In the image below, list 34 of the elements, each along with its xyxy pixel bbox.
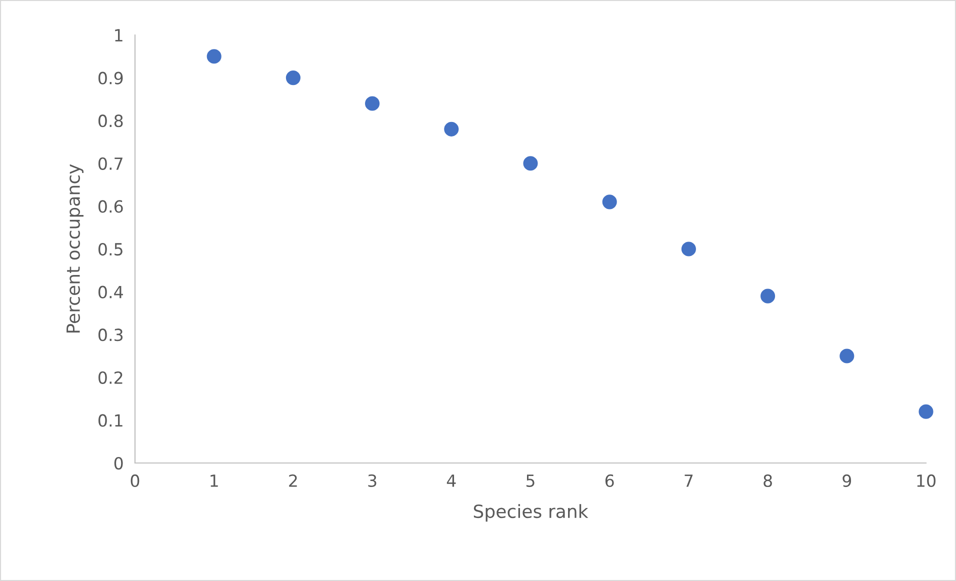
x-tick-label: 9 (842, 474, 852, 488)
point (602, 194, 617, 210)
point (365, 96, 380, 111)
point (523, 156, 538, 171)
x-tick-label: 4 (446, 474, 456, 487)
y-tick-label: 0 (114, 456, 123, 470)
x-tick-label: 5 (526, 474, 534, 488)
x-tick-label: 6 (605, 474, 614, 488)
y-tick-label: 0.1 (98, 414, 122, 427)
x-tick-label: 8 (764, 474, 772, 488)
y-tick-label: 0.5 (98, 242, 122, 256)
x-tick-label: 2 (289, 474, 297, 487)
point (206, 49, 222, 64)
point (444, 122, 459, 136)
x-tick-label: 7 (684, 474, 693, 487)
y-tick-label: 0.9 (98, 72, 123, 84)
point (286, 70, 300, 86)
x-tick-label: 3 (368, 474, 376, 488)
y-tick-label: 0.2 (98, 371, 122, 384)
y-axis-title: Percent occupancy (66, 164, 84, 333)
point (840, 348, 854, 364)
x-tick-label: 10 (917, 474, 936, 488)
x-axis-title: Species rank (474, 504, 588, 522)
y-tick-label: 0.6 (98, 200, 123, 213)
y-tick-label: 0.4 (98, 286, 123, 298)
y-tick-label: 1 (115, 29, 122, 42)
point (760, 288, 776, 304)
x-tick-label: 1 (210, 474, 218, 487)
y-tick-label: 0.3 (98, 328, 123, 342)
y-tick-label: 0.7 (98, 157, 122, 170)
x-tick-label: 0 (130, 474, 140, 488)
point (918, 404, 934, 419)
point (681, 242, 696, 256)
y-tick-label: 0.8 (98, 114, 123, 128)
